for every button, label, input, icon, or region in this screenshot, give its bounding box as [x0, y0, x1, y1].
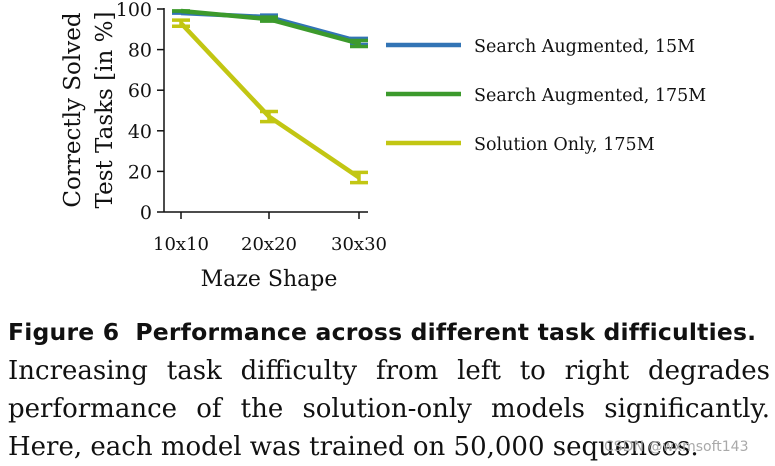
caption-title: Performance across different task diffic…	[135, 318, 757, 346]
y-tick-label: 60	[128, 80, 152, 102]
figure-label: Figure 6	[8, 318, 120, 346]
y-axis-label-line-2: Test Tasks [in %]	[92, 12, 118, 209]
series-line	[179, 21, 361, 180]
line-chart: 0 20 40 60 80 100 10x10 20x20 30x30 Search Augme…	[60, 0, 706, 292]
y-axis-label-line-1: Correctly Solved	[60, 12, 86, 207]
data-point	[350, 170, 368, 185]
figure-caption: Figure 6 Performance across different tas…	[8, 312, 770, 466]
x-tick-label: 20x20	[241, 234, 297, 255]
watermark: CSDN @wxmsoft143	[604, 439, 749, 455]
x-tick-label: 10x10	[153, 234, 209, 255]
x-axis-label: Maze Shape	[201, 267, 338, 292]
legend-label: Solution Only, 175M	[474, 135, 655, 155]
y-tick-label: 80	[128, 40, 152, 62]
y-tick-label: 40	[128, 121, 152, 143]
y-tick-label: 100	[116, 0, 152, 21]
chart-axes: 0 20 40 60 80 100 10x10 20x20 30x30	[116, 0, 387, 255]
caption-body: Increasing task difficulty from left to …	[8, 356, 770, 462]
x-tick-label: 30x30	[331, 234, 387, 255]
caption-heading: Figure 6 Performance across different tas…	[8, 312, 770, 352]
data-point	[172, 18, 190, 29]
legend-label: Search Augmented, 175M	[474, 86, 706, 106]
data-point	[350, 38, 368, 49]
data-point	[260, 15, 278, 23]
y-tick-label: 20	[128, 161, 152, 183]
chart-series	[172, 8, 368, 185]
legend-label: Search Augmented, 15M	[474, 37, 695, 57]
chart-legend: Search Augmented, 15M Search Augmented, 1…	[386, 37, 706, 155]
data-point	[260, 109, 278, 124]
y-tick-label: 0	[140, 202, 152, 224]
